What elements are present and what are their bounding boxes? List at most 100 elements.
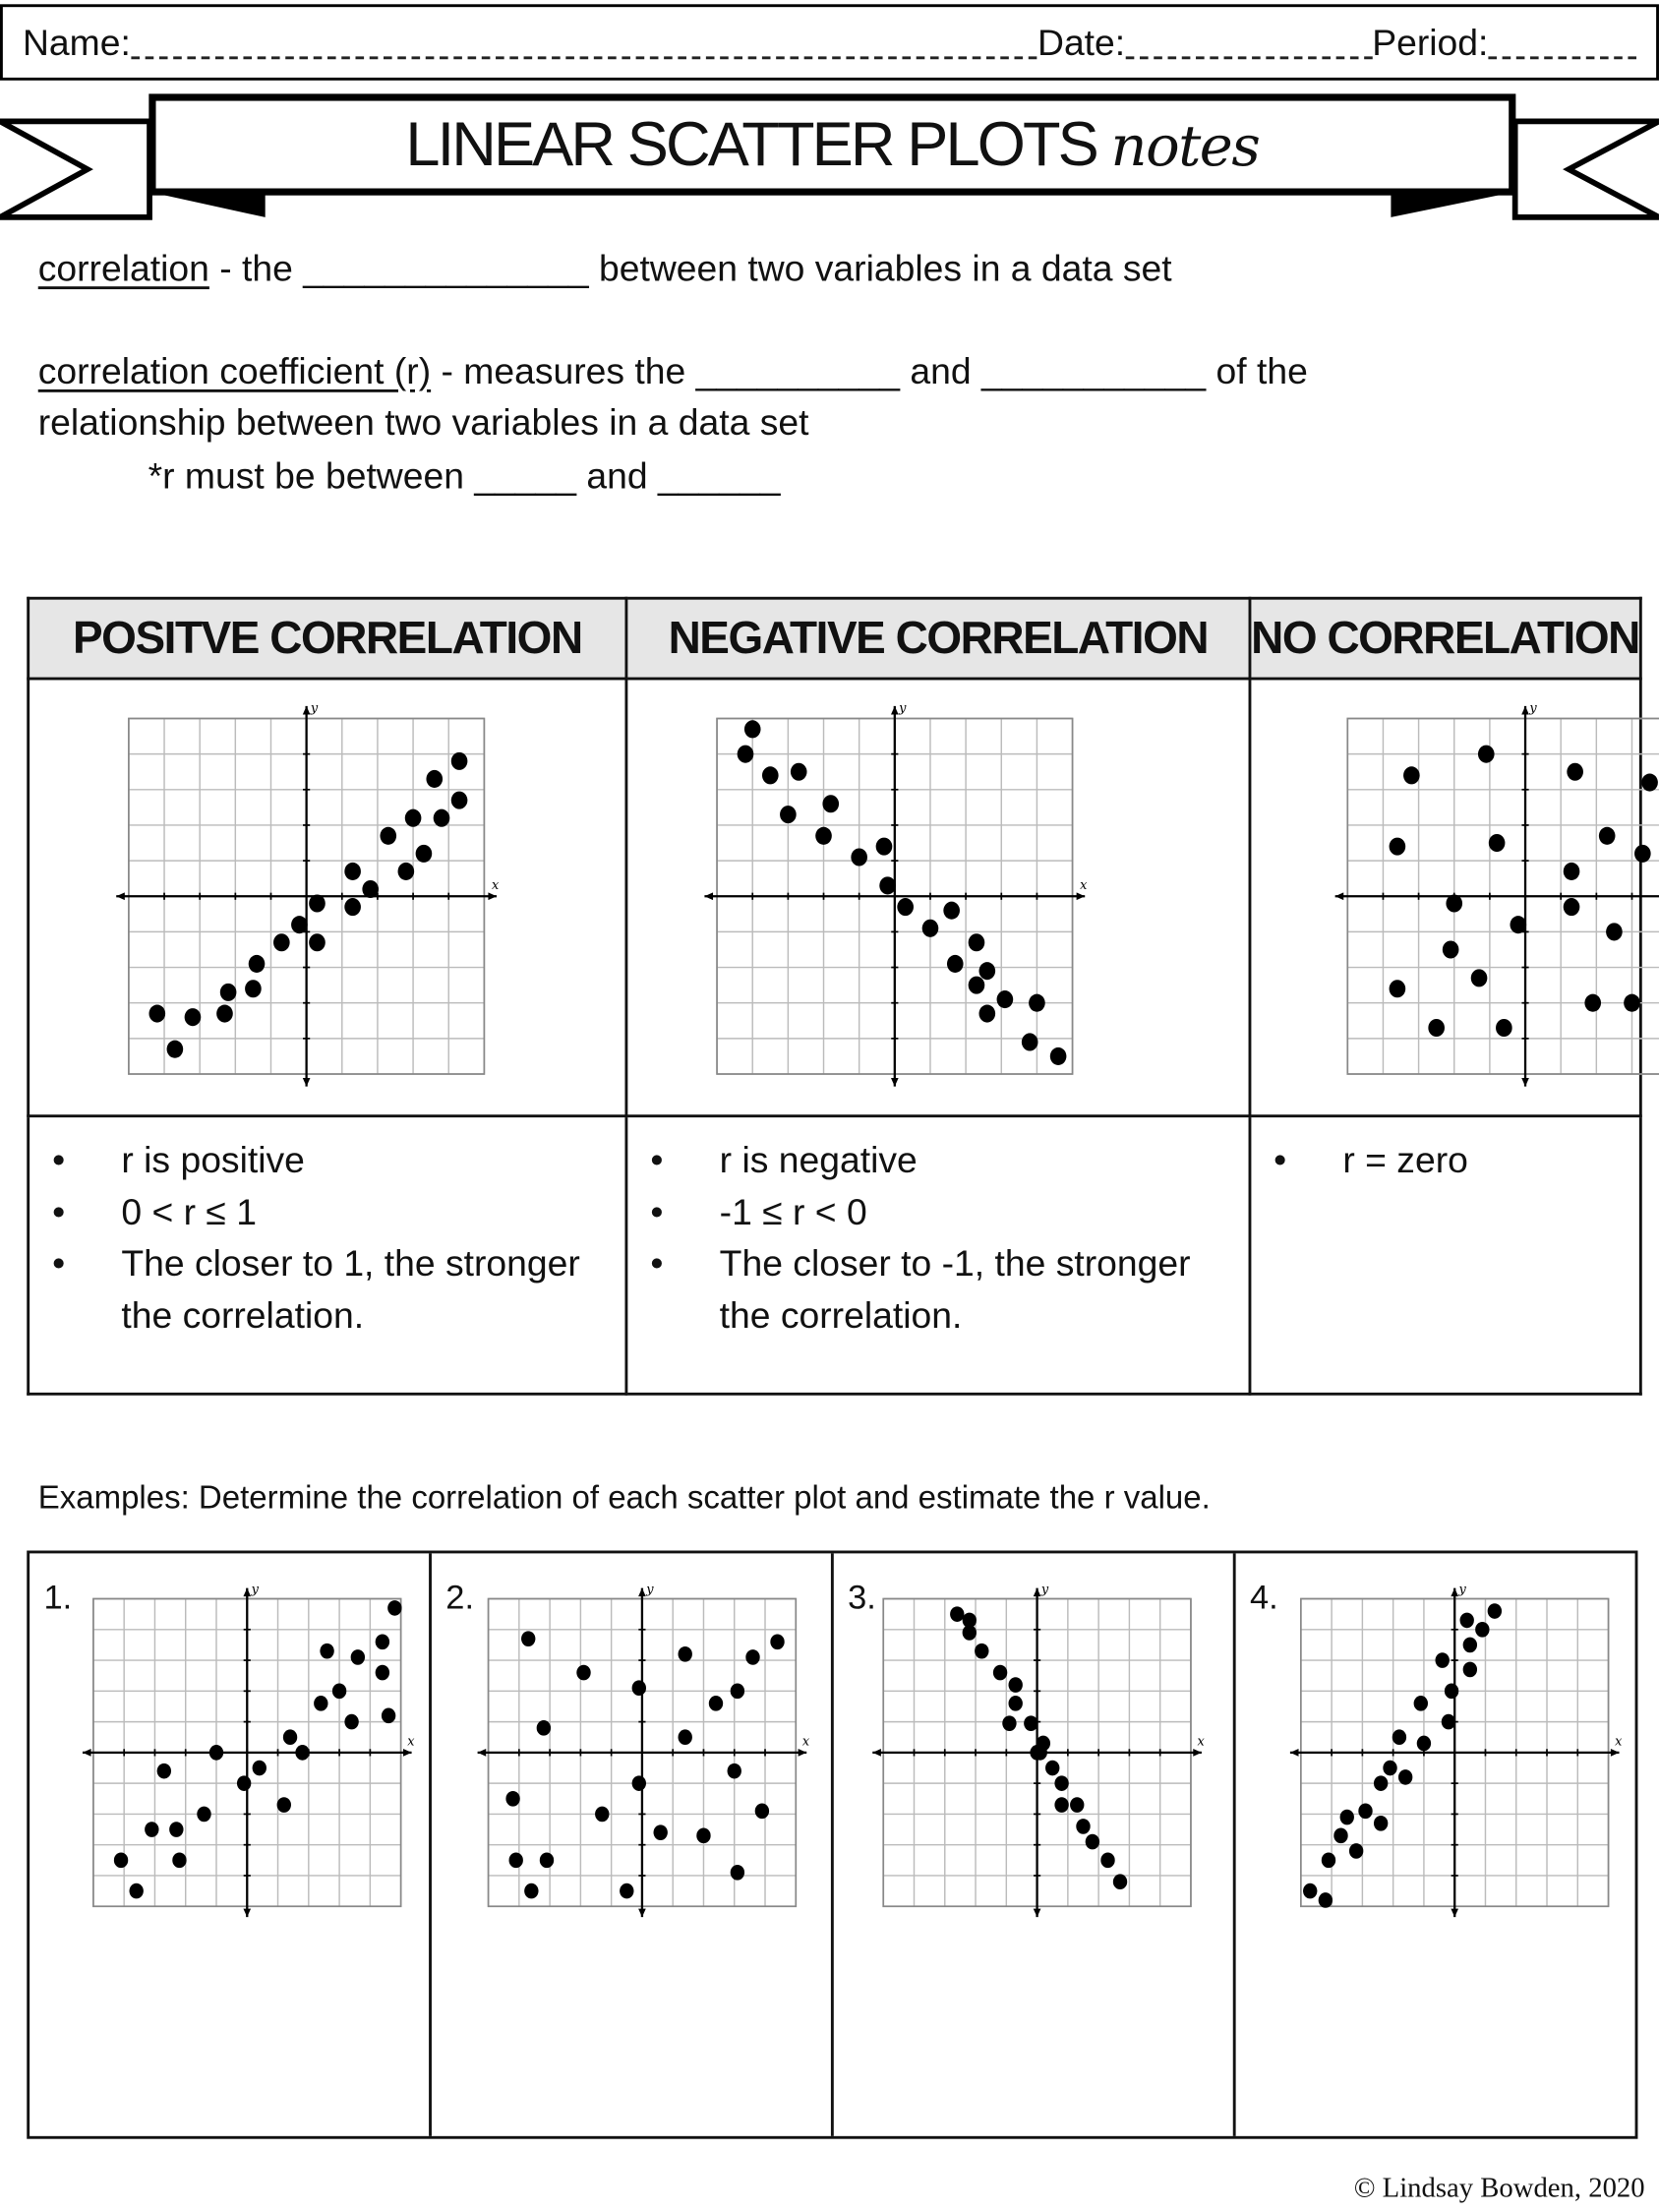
data-point xyxy=(145,1822,159,1837)
data-point xyxy=(1045,1760,1060,1776)
data-point xyxy=(1446,894,1462,913)
data-point xyxy=(1024,1715,1038,1731)
data-point xyxy=(780,806,797,824)
data-point xyxy=(992,1664,1008,1681)
data-point xyxy=(197,1806,211,1823)
banner-left-tail xyxy=(0,118,152,220)
date-label: Date: xyxy=(1037,21,1126,64)
data-point xyxy=(631,1775,646,1791)
banner-left-fold xyxy=(149,192,266,217)
header-none: NO CORRELATION xyxy=(1248,596,1642,681)
data-point xyxy=(331,1683,347,1700)
data-point xyxy=(1392,1729,1407,1746)
data-point xyxy=(1416,1735,1432,1752)
example-2-scatter-plot: xy xyxy=(477,1583,810,1918)
data-point xyxy=(320,1643,334,1659)
data-point xyxy=(678,1729,692,1746)
none-notes: r = zero xyxy=(1248,1114,1642,1396)
data-point xyxy=(1321,1852,1336,1869)
data-point xyxy=(1054,1775,1069,1791)
bullet: 0 < r ≤ 1 xyxy=(30,1186,624,1237)
data-point xyxy=(1383,1760,1397,1776)
arrow-right xyxy=(798,1749,807,1757)
title-main: LINEAR SCATTER PLOTS xyxy=(405,109,1098,180)
arrow-up xyxy=(638,1587,646,1597)
data-point xyxy=(1373,1775,1389,1791)
negative-scatter-plot: xy xyxy=(704,701,1088,1087)
example-number: 4. xyxy=(1249,1579,1278,1617)
x-axis-label: x xyxy=(407,1735,415,1750)
data-point xyxy=(362,879,380,899)
data-point xyxy=(770,1634,785,1650)
arrow-up xyxy=(1033,1587,1041,1597)
example-number: 2. xyxy=(445,1579,475,1617)
data-point xyxy=(653,1824,668,1841)
period-label: Period: xyxy=(1372,21,1489,64)
data-point xyxy=(950,1606,965,1622)
coefficient-text: - measures the __________ and __________… xyxy=(431,349,1308,392)
example-4-scatter-plot: xy xyxy=(1289,1583,1623,1918)
data-point xyxy=(631,1680,646,1697)
banner-right-fold xyxy=(1391,192,1515,217)
correlation-term: correlation xyxy=(37,247,209,290)
arrow-left xyxy=(704,892,714,901)
data-point xyxy=(1085,1833,1100,1850)
data-point xyxy=(1462,1661,1478,1678)
data-point xyxy=(730,1865,745,1881)
example-2: 2. x y xyxy=(432,1553,834,2136)
data-point xyxy=(851,848,868,867)
banner-main xyxy=(148,93,1516,196)
data-point xyxy=(1477,745,1495,763)
data-point xyxy=(433,808,450,827)
data-point xyxy=(576,1664,591,1681)
data-point xyxy=(375,1634,390,1650)
x-axis-label: x xyxy=(1615,1735,1623,1750)
data-point xyxy=(208,1745,224,1761)
data-point xyxy=(397,862,415,880)
data-point xyxy=(291,916,308,934)
positive-notes: r is positive 0 < r ≤ 1 The closer to 1,… xyxy=(27,1114,628,1396)
data-point xyxy=(1021,1033,1038,1051)
data-point xyxy=(1373,1815,1389,1831)
data-point xyxy=(344,898,361,917)
data-point xyxy=(943,901,961,920)
arrow-left xyxy=(872,1749,881,1757)
example-3-scatter-plot: xy xyxy=(872,1583,1206,1918)
data-point xyxy=(1112,1874,1128,1890)
arrow-up xyxy=(243,1587,252,1597)
data-point xyxy=(1459,1612,1474,1629)
arrow-right xyxy=(402,1749,412,1757)
student-info-header: Name: Date: Period: xyxy=(0,4,1659,81)
data-point xyxy=(815,826,832,845)
data-point xyxy=(309,894,326,913)
x-axis-label: x xyxy=(1198,1735,1206,1750)
data-point xyxy=(1640,773,1658,792)
data-point xyxy=(1030,1745,1044,1761)
banner-right-tail xyxy=(1511,118,1659,220)
coefficient-text-2: relationship between two variables in a … xyxy=(37,400,809,444)
y-axis-label: y xyxy=(1040,1583,1049,1597)
negative-notes: r is negative -1 ≤ r < 0 The closer to -… xyxy=(624,1114,1252,1396)
bullet: The closer to -1, the stronger the corre… xyxy=(627,1237,1248,1341)
data-point xyxy=(129,1883,144,1899)
arrow-right xyxy=(488,892,498,901)
data-point xyxy=(216,1004,233,1023)
data-point xyxy=(978,962,996,981)
example-number: 3. xyxy=(848,1579,876,1617)
data-point xyxy=(276,1797,291,1813)
data-point xyxy=(1495,1018,1512,1038)
arrow-left xyxy=(477,1749,487,1757)
example-3: 3. x y xyxy=(834,1553,1236,2136)
data-point xyxy=(1563,862,1580,880)
data-point xyxy=(1397,1769,1413,1785)
name-label: Name: xyxy=(22,21,131,64)
data-point xyxy=(1389,980,1405,998)
data-point xyxy=(745,1649,760,1665)
data-point xyxy=(1488,833,1506,853)
data-point xyxy=(1008,1677,1023,1693)
data-point xyxy=(314,1696,328,1711)
data-point xyxy=(708,1696,724,1711)
